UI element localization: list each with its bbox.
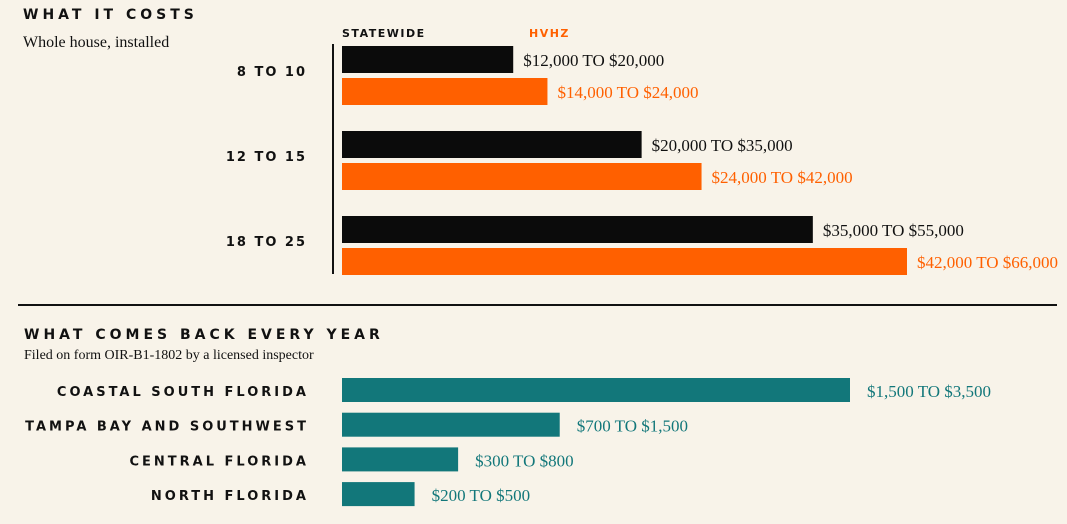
costs-section-subtitle: Whole house, installed: [23, 34, 170, 51]
returns-category-label: TAMPA BAY AND SOUTHWEST: [25, 420, 309, 435]
returns-category-label: COASTAL SOUTH FLORIDA: [57, 385, 309, 400]
returns-category-label: CENTRAL FLORIDA: [129, 454, 309, 469]
section-divider: [18, 304, 1057, 306]
costs-category-label: 8 TO 10: [237, 65, 307, 80]
costs-value-label: $20,000 TO $35,000: [652, 136, 793, 155]
returns-section-title: WHAT COMES BACK EVERY YEAR: [24, 327, 384, 343]
costs-bar-hvhz: [342, 248, 907, 275]
costs-bar-hvhz: [342, 78, 548, 105]
costs-bar-hvhz: [342, 163, 702, 190]
returns-category-label: NORTH FLORIDA: [151, 489, 309, 504]
costs-chart: 8 TO 10 $12,000 TO $20,000 $14,000 TO $24,…: [226, 44, 1058, 275]
costs-section-title: WHAT IT COSTS: [23, 7, 198, 23]
costs-bar-statewide: [342, 131, 642, 158]
costs-value-label: $12,000 TO $20,000: [523, 51, 664, 70]
costs-category-label: 12 TO 15: [226, 150, 307, 165]
returns-bar: [342, 412, 560, 437]
costs-value-label: $35,000 TO $55,000: [823, 221, 964, 240]
costs-category-label: 18 TO 25: [226, 235, 307, 250]
costs-value-label: $24,000 TO $42,000: [712, 168, 853, 187]
returns-value-label: $300 TO $800: [475, 451, 574, 470]
legend-hvhz: HVHZ: [529, 27, 570, 40]
legend-statewide: STATEWIDE: [342, 27, 426, 40]
returns-bar: [342, 447, 459, 472]
returns-section-subtitle: Filed on form OIR-B1-1802 by a licensed …: [24, 348, 314, 363]
costs-bar-statewide: [342, 216, 813, 243]
costs-bar-statewide: [342, 46, 514, 73]
costs-value-label: $42,000 TO $66,000: [917, 253, 1058, 272]
returns-value-label: $700 TO $1,500: [577, 417, 688, 436]
returns-value-label: $200 TO $500: [432, 486, 531, 505]
returns-value-label: $1,500 TO $3,500: [867, 382, 991, 401]
costs-value-label: $14,000 TO $24,000: [557, 83, 698, 102]
returns-bar: [342, 482, 415, 507]
returns-bar: [342, 378, 850, 402]
